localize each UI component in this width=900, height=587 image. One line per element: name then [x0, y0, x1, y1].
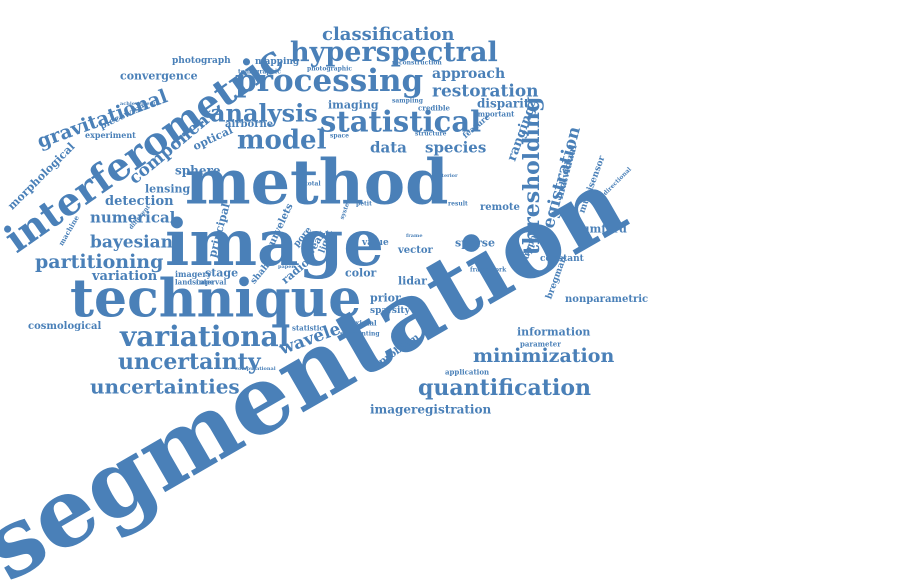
cloud-word: numerical	[90, 208, 176, 227]
cloud-word: framework	[470, 266, 507, 274]
cloud-word: convergence	[120, 69, 198, 83]
cloud-word: imagery	[175, 268, 212, 279]
cloud-word: model	[237, 125, 327, 156]
cloud-word: airborne	[225, 119, 274, 131]
cloud-word: stage	[205, 266, 239, 280]
cloud-word: landscape	[175, 277, 215, 287]
cloud-word: bayesian	[90, 232, 173, 253]
cloud-word: uncertainties	[90, 374, 240, 399]
cloud-word: frame	[406, 233, 423, 240]
cloud-word: imageregistration	[370, 402, 492, 417]
cloud-word: interval	[196, 277, 227, 287]
cloud-word: variation	[92, 268, 158, 284]
cloud-word: remote	[480, 202, 520, 214]
cloud-word: photograph	[172, 55, 231, 66]
cloud-word: cosmological	[28, 321, 102, 333]
cloud-word: partitioning	[35, 251, 164, 274]
cloud-word: proximal	[342, 318, 377, 328]
cloud-word: imaging	[328, 98, 379, 112]
cloud-word: image	[165, 206, 384, 282]
cloud-word: sampling	[392, 97, 423, 105]
cloud-word: reconstruction	[392, 59, 442, 67]
cloud-word: uncertainty	[118, 348, 261, 375]
cloud-word: statistic	[292, 323, 324, 333]
cloud-word: credible	[418, 103, 450, 113]
cloud-word: space	[330, 132, 349, 140]
cloud-word: information	[517, 325, 591, 339]
cloud-word: prior	[370, 291, 401, 305]
cloud-word: experiment	[85, 129, 136, 140]
cloud-word: total	[305, 180, 321, 188]
cloud-word: lidar	[398, 274, 427, 288]
cloud-word: variational	[120, 320, 290, 354]
cloud-word: important	[475, 109, 515, 119]
cloud-word: vector	[398, 245, 433, 257]
cloud-word: sparse	[455, 236, 495, 250]
cloud-word: result	[448, 200, 468, 208]
cloud-word: approach	[432, 66, 506, 83]
cloud-word: analysis	[210, 98, 318, 128]
cloud-word: disparity	[477, 96, 537, 111]
cloud-word: quantification	[418, 374, 591, 401]
cloud-word: lensing	[145, 182, 191, 196]
cloud-word: nonparametric	[565, 294, 649, 306]
cloud-word: structure	[415, 130, 447, 138]
cloud-word: detection	[105, 193, 174, 209]
cloud-word: minimization	[473, 345, 615, 368]
cloud-word: restoration	[432, 81, 539, 102]
cloud-word: constant	[540, 253, 584, 264]
cloud-word: posterior	[432, 173, 458, 180]
cloud-word: paper	[278, 264, 295, 271]
cloud-word: segmenting	[340, 330, 380, 338]
cloud-word: computational	[235, 366, 276, 373]
cloud-word: species	[425, 138, 487, 157]
cloud-word: mumford	[570, 222, 627, 236]
cloud-word: mapping	[255, 56, 300, 67]
cloud-word: hyperspectral	[290, 36, 498, 68]
cloud-word: sparsity	[370, 305, 410, 316]
cloud-word: statistical	[320, 104, 482, 139]
cloud-word: color	[345, 266, 377, 280]
cloud-word: method	[185, 145, 449, 219]
cloud-word: processing	[235, 62, 424, 99]
cloud-word: tomographic	[238, 68, 281, 76]
cloud-word: sphere	[175, 163, 221, 178]
cloud-word: petit	[356, 200, 372, 208]
cloud-word: parameter	[520, 339, 561, 349]
cloud-word: technique	[70, 268, 362, 330]
cloud-word: photographic	[307, 65, 353, 73]
cloud-word: classification	[322, 23, 455, 45]
cloud-word: value	[362, 237, 389, 248]
cloud-word: data	[370, 138, 407, 157]
cloud-word: achievement	[120, 101, 156, 108]
cloud-word: application	[445, 367, 490, 377]
